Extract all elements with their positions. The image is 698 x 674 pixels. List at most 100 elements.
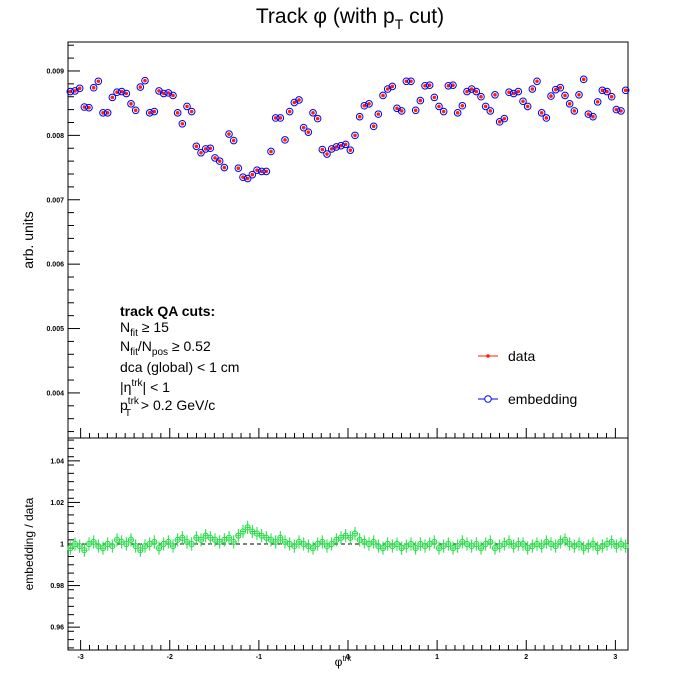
ratio-point bbox=[137, 543, 144, 557]
ratio-point bbox=[622, 539, 629, 553]
lower-data-points bbox=[67, 520, 629, 557]
embedding-point bbox=[159, 89, 168, 98]
ratio-marker bbox=[487, 538, 494, 546]
ratio-marker bbox=[561, 536, 569, 543]
data-point bbox=[325, 152, 329, 156]
chart-title-sub: T bbox=[395, 16, 404, 32]
ratio-marker bbox=[132, 542, 139, 550]
embedding-point bbox=[598, 86, 607, 95]
ratio-point bbox=[169, 539, 177, 553]
qa-cuts-annotation: track QA cuts: Nfit ≥ 15 Nfit/Npos ≥ 0.5… bbox=[120, 303, 239, 419]
embedding-point bbox=[360, 101, 369, 110]
embedding-point bbox=[262, 167, 271, 176]
embedding-point bbox=[150, 107, 159, 116]
embedding-point bbox=[537, 109, 546, 117]
embedding-point bbox=[425, 81, 434, 89]
embedding-point bbox=[589, 112, 597, 121]
ratio-point bbox=[309, 541, 317, 555]
ratio-marker bbox=[347, 534, 354, 541]
data-point bbox=[455, 111, 460, 115]
legend-embedding-marker bbox=[484, 395, 492, 403]
data-point bbox=[558, 85, 563, 90]
embedding-point bbox=[243, 174, 252, 183]
ratio-point bbox=[151, 535, 158, 549]
ratio-point bbox=[123, 537, 130, 551]
data-point bbox=[488, 109, 493, 113]
ratio-marker bbox=[370, 538, 377, 546]
ratio-marker bbox=[291, 542, 298, 550]
data-point bbox=[353, 133, 357, 138]
embedding-point bbox=[75, 84, 84, 93]
chart-title-end: cut) bbox=[403, 5, 444, 28]
upper-x-ticks bbox=[80, 428, 616, 438]
upper-y-tick-label: 0.007 bbox=[46, 197, 64, 204]
embedding-point bbox=[523, 102, 532, 111]
data-point bbox=[409, 79, 413, 84]
qa-cut-nfit-npos: Nfit/Npos ≥ 0.52 bbox=[120, 338, 211, 358]
data-point bbox=[390, 84, 395, 89]
embedding-point bbox=[234, 164, 243, 173]
ratio-point bbox=[244, 520, 251, 535]
ratio-point bbox=[188, 537, 195, 551]
embedding-point bbox=[225, 130, 233, 138]
embedding-point bbox=[131, 106, 140, 115]
data-point bbox=[287, 109, 292, 114]
data-point bbox=[315, 116, 320, 121]
embedding-point bbox=[229, 136, 238, 145]
ratio-point bbox=[146, 537, 153, 551]
ratio-point bbox=[328, 537, 335, 551]
ratio-point bbox=[454, 539, 461, 553]
ratio-marker bbox=[230, 538, 237, 546]
ratio-point bbox=[76, 539, 83, 553]
embedding-point bbox=[421, 81, 429, 90]
ratio-marker bbox=[589, 540, 597, 548]
data-point bbox=[269, 149, 273, 154]
data-point bbox=[283, 138, 287, 142]
embedding-point bbox=[122, 89, 131, 98]
embedding-point bbox=[486, 107, 495, 115]
ratio-marker bbox=[155, 545, 163, 552]
data-point bbox=[591, 114, 595, 119]
data-point bbox=[133, 108, 138, 113]
embedding-point bbox=[351, 131, 359, 140]
ratio-point bbox=[127, 533, 135, 547]
ratio-marker bbox=[407, 540, 415, 548]
ratio-point bbox=[225, 531, 233, 545]
embedding-point bbox=[248, 170, 257, 179]
data-point bbox=[544, 116, 549, 120]
embedding-point bbox=[533, 77, 541, 86]
embedding-point bbox=[481, 102, 490, 111]
embedding-point bbox=[304, 128, 313, 136]
embedding-point bbox=[281, 136, 289, 144]
embedding-point bbox=[397, 107, 406, 115]
x-tick-label: -2 bbox=[167, 654, 173, 661]
embedding-point bbox=[253, 166, 261, 174]
data-point bbox=[586, 112, 591, 116]
ratio-point bbox=[337, 531, 345, 545]
data-point bbox=[320, 147, 325, 152]
embedding-point bbox=[257, 167, 266, 176]
ratio-point bbox=[561, 533, 569, 547]
ratio-marker bbox=[99, 545, 107, 552]
embedding-point bbox=[145, 109, 154, 117]
ratio-marker bbox=[477, 545, 485, 552]
embedding-point bbox=[267, 147, 275, 156]
data-point bbox=[483, 104, 488, 109]
legend-data-label: data bbox=[508, 348, 535, 364]
ratio-point bbox=[179, 531, 186, 545]
ratio-point bbox=[99, 541, 107, 555]
data-point bbox=[609, 94, 614, 99]
ratio-point bbox=[445, 537, 452, 551]
data-point bbox=[236, 166, 241, 171]
embedding-point bbox=[444, 81, 453, 90]
data-point bbox=[404, 79, 409, 84]
ratio-point bbox=[351, 526, 359, 541]
legend-entry-data: data bbox=[478, 348, 535, 364]
ratio-point bbox=[473, 537, 480, 551]
ratio-point bbox=[379, 541, 387, 555]
ratio-marker bbox=[622, 542, 629, 550]
embedding-point bbox=[313, 114, 322, 123]
ratio-point bbox=[333, 533, 340, 547]
qa-cut-nfit: Nfit ≥ 15 bbox=[120, 319, 169, 339]
